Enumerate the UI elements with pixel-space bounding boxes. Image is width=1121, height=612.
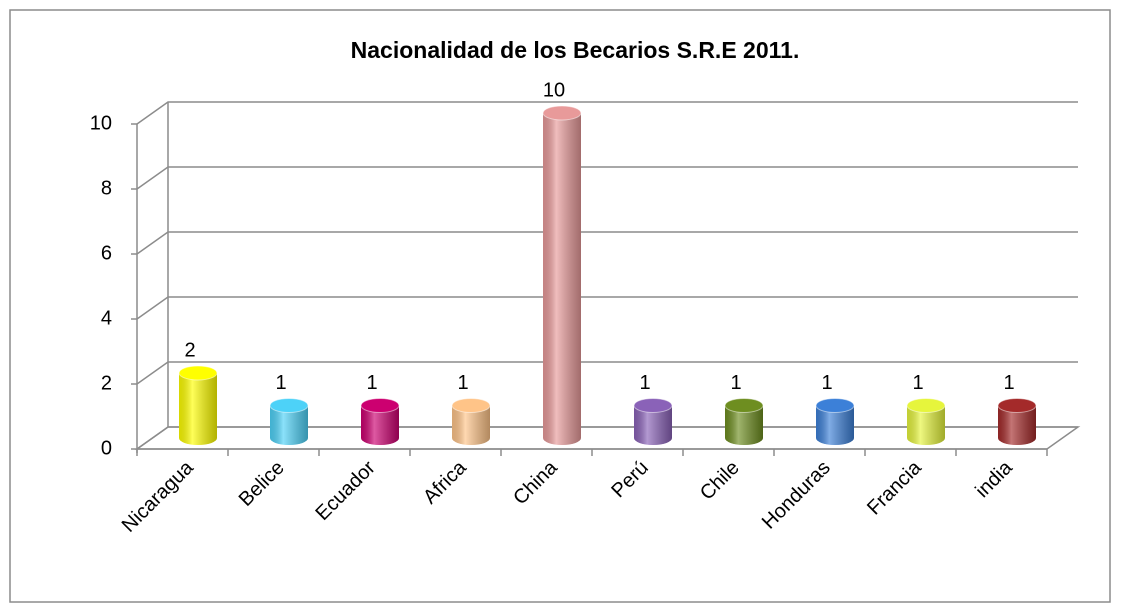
y-tick-label: 6 bbox=[101, 242, 112, 264]
bar-shade bbox=[998, 405, 1036, 445]
data-label: 1 bbox=[1003, 372, 1014, 394]
bar-shade bbox=[816, 405, 854, 445]
grid-line bbox=[136, 166, 1078, 190]
bar-top bbox=[815, 398, 855, 413]
bar-shade bbox=[452, 405, 490, 445]
bar-top bbox=[633, 398, 673, 413]
data-label: 1 bbox=[275, 372, 286, 394]
data-label: 1 bbox=[730, 372, 741, 394]
bar-shade bbox=[543, 113, 581, 445]
bar-shade bbox=[179, 373, 217, 445]
bar-shade bbox=[634, 405, 672, 445]
bar-top bbox=[997, 398, 1037, 413]
bar-shade bbox=[725, 405, 763, 445]
grid-line bbox=[136, 361, 1078, 385]
bar-top bbox=[360, 398, 400, 413]
y-tick-label: 0 bbox=[101, 437, 112, 459]
bar-shade bbox=[270, 405, 308, 445]
bar-shade bbox=[907, 405, 945, 445]
bar-top bbox=[906, 398, 946, 413]
y-tick-label: 4 bbox=[101, 307, 112, 329]
chart-title: Nacionalidad de los Becarios S.R.E 2011. bbox=[351, 37, 800, 63]
grid-line bbox=[136, 296, 1078, 320]
data-label: 1 bbox=[821, 372, 832, 394]
y-tick-label: 10 bbox=[90, 112, 112, 134]
y-tick-label: 8 bbox=[101, 177, 112, 199]
grid-line bbox=[136, 101, 1078, 125]
data-label: 1 bbox=[639, 372, 650, 394]
data-label: 1 bbox=[457, 372, 468, 394]
bar-top bbox=[542, 105, 582, 121]
data-label: 1 bbox=[366, 372, 377, 394]
bar-top bbox=[724, 398, 764, 413]
grid-line bbox=[136, 426, 1078, 450]
data-label: 2 bbox=[184, 339, 195, 361]
grid-line bbox=[136, 231, 1078, 255]
bar-top bbox=[178, 365, 218, 381]
bar-top bbox=[269, 398, 309, 413]
y-tick-label: 2 bbox=[101, 372, 112, 394]
data-label: 10 bbox=[543, 79, 565, 101]
bar-top bbox=[451, 398, 491, 413]
bar-shade bbox=[361, 405, 399, 445]
data-label: 1 bbox=[912, 372, 923, 394]
